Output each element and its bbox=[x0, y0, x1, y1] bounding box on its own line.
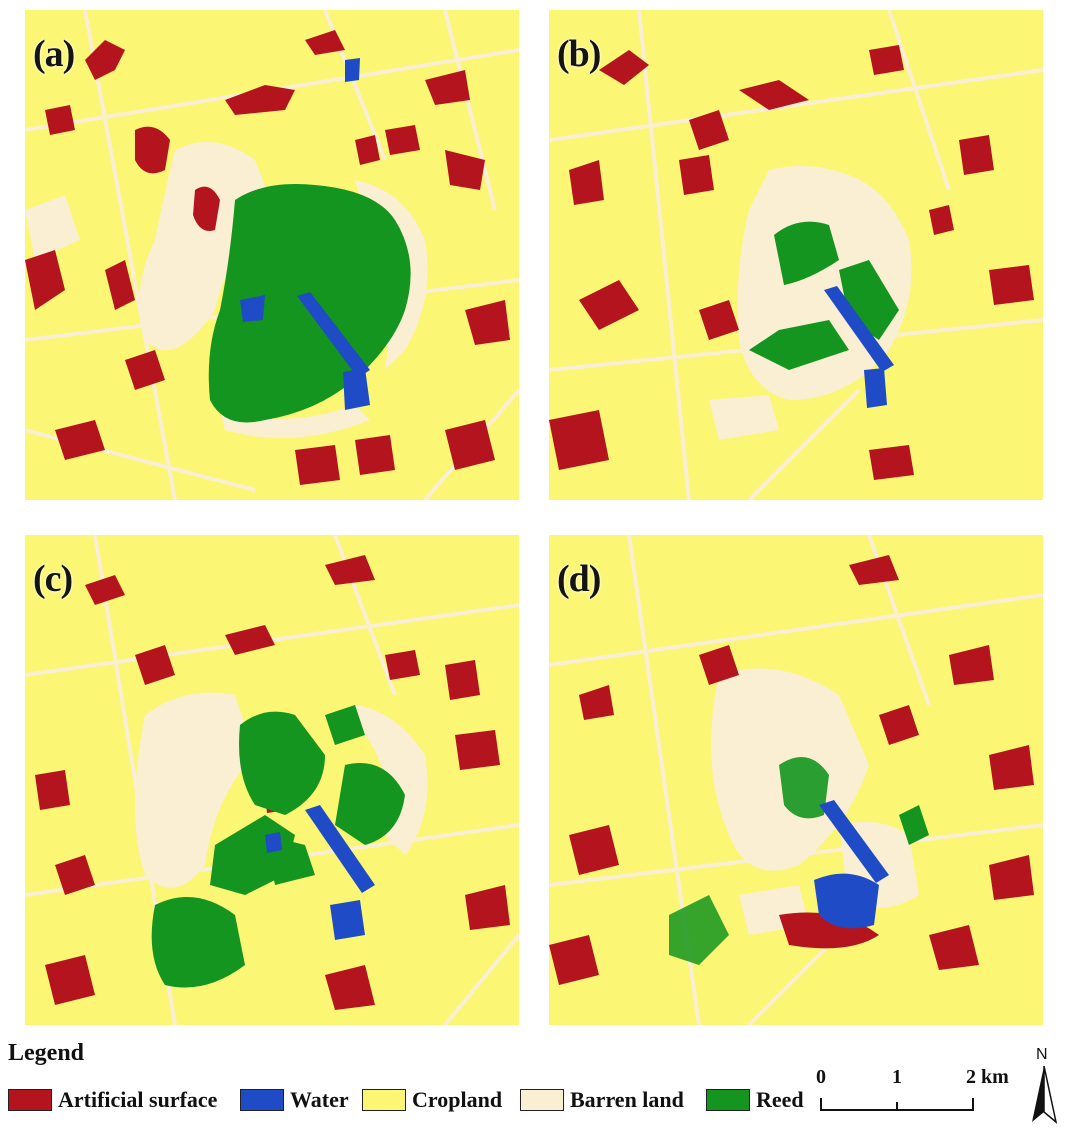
scale-tick-label-0: 0 bbox=[816, 1066, 826, 1088]
panel-label-a: (a) bbox=[33, 33, 75, 75]
legend-label-water: Water bbox=[290, 1087, 349, 1112]
map-panel-c: (c) bbox=[25, 535, 519, 1025]
legend-item-artificial-surface: Artificial surface bbox=[8, 1086, 217, 1114]
legend-swatch-water bbox=[240, 1089, 284, 1111]
scale-tick-label-1: 1 bbox=[892, 1066, 902, 1088]
legend-item-water: Water bbox=[240, 1086, 349, 1114]
land-cover-map-a bbox=[25, 10, 519, 500]
legend-item-barren-land: Barren land bbox=[520, 1086, 684, 1114]
legend-label-barren-land: Barren land bbox=[570, 1087, 684, 1112]
map-panel-d: (d) bbox=[549, 535, 1043, 1025]
map-panel-b: (b) bbox=[549, 10, 1043, 500]
land-cover-map-c bbox=[25, 535, 519, 1025]
panel-label-b: (b) bbox=[557, 33, 601, 75]
panel-label-d: (d) bbox=[557, 558, 601, 600]
map-panel-a: (a) bbox=[25, 10, 519, 500]
legend-title: Legend bbox=[8, 1040, 85, 1066]
legend-item-reed: Reed bbox=[706, 1086, 804, 1114]
north-arrow-icon bbox=[1032, 1065, 1058, 1124]
legend-swatch-barren-land bbox=[520, 1089, 564, 1111]
legend-label-cropland: Cropland bbox=[412, 1087, 503, 1112]
panel-label-c: (c) bbox=[33, 558, 73, 600]
scale-bar bbox=[820, 1098, 974, 1111]
north-label: N bbox=[1036, 1046, 1048, 1063]
legend-label-reed: Reed bbox=[756, 1087, 804, 1112]
land-cover-map-b bbox=[549, 10, 1043, 500]
legend-swatch-artificial-surface bbox=[8, 1089, 52, 1111]
scale-tick-label-2: 2 km bbox=[966, 1066, 1009, 1088]
legend-swatch-cropland bbox=[362, 1089, 406, 1111]
legend-label-artificial-surface: Artificial surface bbox=[58, 1087, 218, 1112]
legend-item-cropland: Cropland bbox=[362, 1086, 502, 1114]
legend-swatch-reed bbox=[706, 1089, 750, 1111]
land-cover-map-d bbox=[549, 535, 1043, 1025]
